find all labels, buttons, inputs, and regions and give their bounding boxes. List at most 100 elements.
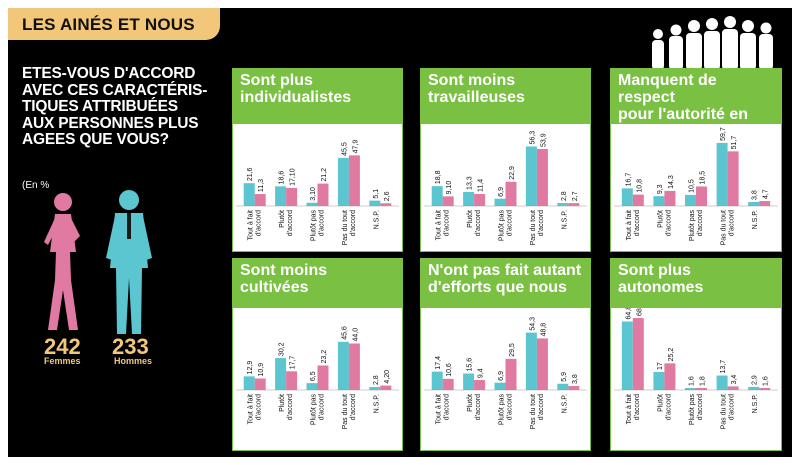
category-label: d'accord (697, 210, 704, 236)
data-label: 30,2 (279, 342, 286, 356)
bar (716, 142, 728, 206)
bar (317, 183, 329, 206)
category-label: Tout à fait (626, 394, 633, 424)
bar (463, 191, 475, 206)
bar (685, 388, 696, 390)
bar (536, 338, 548, 390)
data-label: 45,6 (341, 326, 348, 340)
category-label: d'accord (444, 394, 451, 420)
category-label: d'accord (256, 394, 263, 420)
data-label: 18,5 (700, 171, 707, 185)
chart-panel-individualistes: 21,6 11,3 Tout à fait d'accord 18,6 17,10 Plut… (232, 68, 403, 252)
bar (696, 186, 707, 206)
bar (759, 201, 771, 206)
chart-title: Sont plus autonomes (610, 258, 782, 308)
man-figure-icon (106, 190, 152, 334)
bar (632, 318, 644, 390)
data-label: 45,5 (341, 142, 348, 156)
men-label: Hommes (114, 356, 153, 366)
data-label: 48,8 (540, 323, 547, 337)
bar (525, 146, 537, 206)
category-label: d'accord (287, 394, 294, 420)
category-label: Plutôt (657, 394, 664, 412)
category-label: d'accord (287, 210, 294, 236)
category-label: N.S.P. (752, 210, 759, 229)
data-label: 21,6 (247, 167, 254, 181)
data-label: 53,9 (540, 133, 547, 147)
bar (727, 151, 739, 206)
data-label: 12,9 (247, 361, 254, 375)
category-label: Tout à fait (626, 210, 633, 240)
category-label: Plutôt (279, 210, 286, 228)
bar (337, 157, 349, 206)
data-label: 11,4 (478, 179, 485, 192)
data-label: 11,3 (258, 179, 265, 192)
chart-panel-travailleuses: 18,8 9,10 Tout à fait d'accord 13,3 11,4 Plutô… (420, 68, 591, 252)
bar (557, 383, 569, 390)
data-label: 4,20 (384, 370, 391, 384)
data-label: 1,6 (689, 376, 696, 386)
data-label: 3,4 (731, 375, 738, 385)
data-label: 17,10 (290, 168, 297, 186)
data-label: 2,7 (572, 191, 579, 201)
data-label: 10,6 (446, 363, 453, 377)
category-label: Plutôt (467, 394, 474, 412)
data-label: 5,9 (561, 372, 568, 382)
bar (380, 203, 392, 206)
data-label: 21,2 (321, 168, 328, 182)
header-tab: LES AINÉS ET NOUS (8, 8, 220, 40)
bar (254, 194, 266, 206)
category-label: Tout à fait (248, 394, 255, 424)
bar (254, 378, 266, 390)
bar (727, 386, 739, 390)
bar (664, 190, 676, 206)
category-label: d'accord (538, 394, 545, 420)
category-label: d'accord (475, 394, 482, 420)
bar (505, 358, 517, 390)
category-label: N.S.P. (561, 210, 568, 229)
chart-title: Manquent de respect pour l'autorité en g… (610, 68, 782, 140)
data-label: 56,3 (529, 131, 536, 145)
women-label: Femmes (44, 356, 81, 366)
category-label: Plutôt pas (689, 394, 696, 426)
bar (748, 386, 760, 390)
data-label: 10,8 (636, 179, 643, 193)
women-count: 242 (44, 334, 81, 359)
chart-panel-cultivees: 12,9 10,9 Tout à fait d'accord 30,2 17,7 Plutô… (232, 258, 403, 451)
data-label: 4,7 (763, 189, 770, 199)
bar (557, 203, 569, 206)
data-label: 18,6 (279, 171, 286, 185)
data-label: 17 (657, 362, 664, 370)
bar (306, 202, 318, 206)
data-label: 10,5 (689, 179, 696, 193)
bar (463, 373, 475, 390)
bar (275, 186, 287, 206)
chart-title: Sont moins cultivées (232, 258, 403, 308)
category-label: d'accord (350, 394, 357, 420)
survey-question: ETES-VOUS D'ACCORD AVEC CES CARACTÉRIS- … (22, 65, 208, 148)
category-label: Plutôt pas (311, 210, 318, 242)
data-label: 13,7 (720, 360, 727, 374)
bar (568, 203, 580, 206)
category-label: N.S.P. (373, 394, 380, 413)
data-label: 59,7 (720, 127, 727, 141)
bar (243, 376, 255, 390)
bar (621, 321, 633, 390)
unit-label: (En % (22, 180, 50, 191)
bar (369, 200, 381, 206)
bar (474, 193, 486, 206)
header-title: LES AINÉS ET NOUS (22, 15, 195, 34)
data-label: 47,9 (352, 140, 359, 154)
category-label: d'accord (729, 394, 736, 420)
data-label: 2,8 (373, 375, 380, 385)
category-label: Plutôt pas (499, 210, 506, 242)
data-label: 9,4 (478, 368, 485, 378)
chart-title: Sont plus individualistes (232, 68, 403, 124)
category-label: d'accord (538, 210, 545, 236)
category-label: d'accord (319, 394, 326, 420)
category-label: Pas du tout (342, 210, 349, 245)
data-label: 16,7 (625, 173, 632, 187)
bar (685, 194, 696, 206)
bar (653, 196, 665, 206)
category-label: N.S.P. (752, 394, 759, 413)
